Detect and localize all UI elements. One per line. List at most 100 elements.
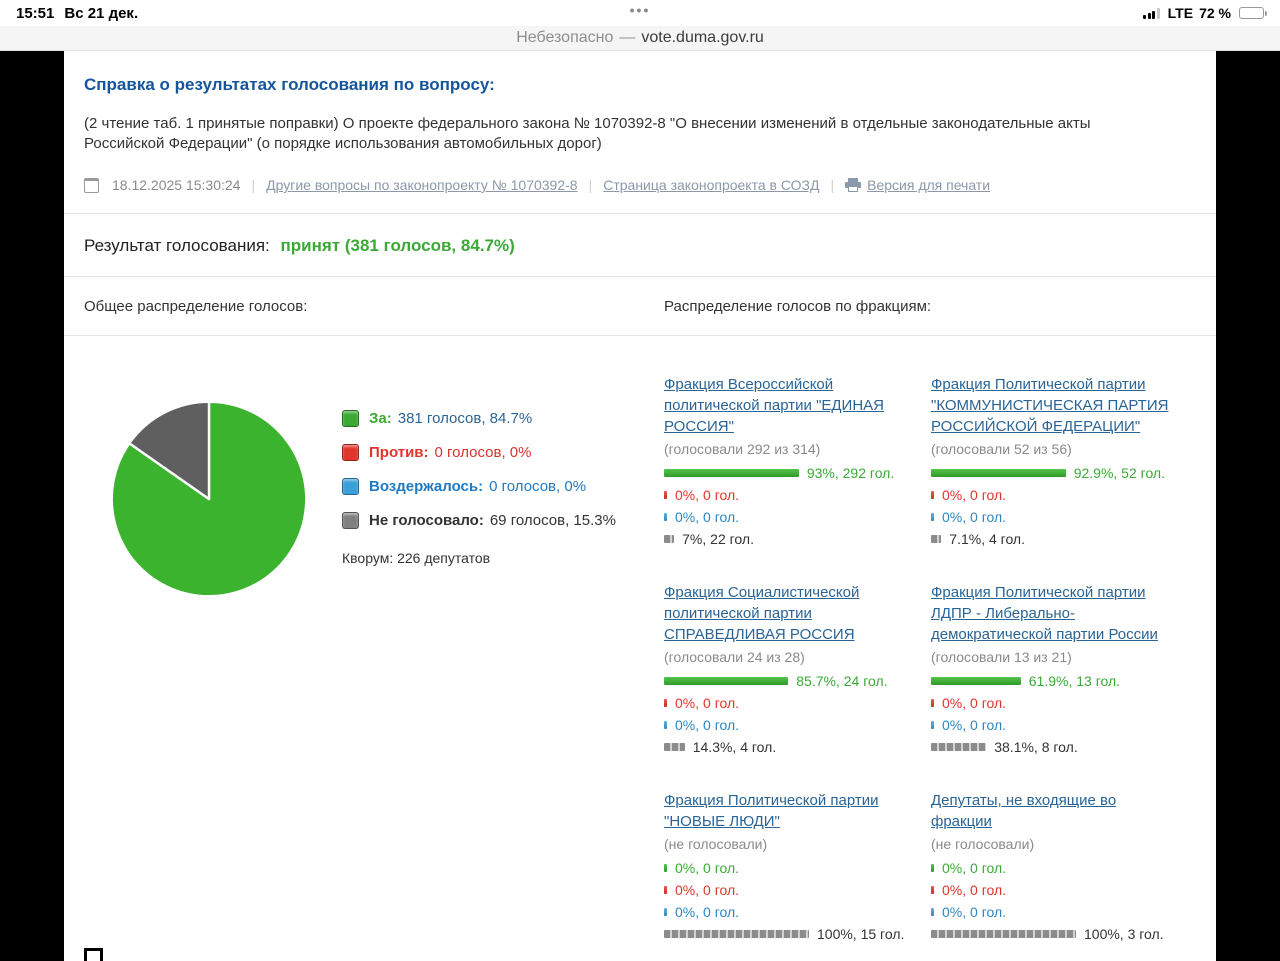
- legend-value: 381 голосов, 84.7%: [397, 410, 533, 427]
- fraction-block: Фракция Всероссийской политической парти…: [664, 374, 914, 556]
- vote-bar-label: 0%, 0 гол.: [942, 486, 1007, 503]
- page-content: Справка о результатах голосования по воп…: [64, 51, 1216, 961]
- quorum-text: Кворум: 226 депутатов: [342, 550, 491, 566]
- legend-item: Не голосовало: 69 голосов, 15.3%: [342, 512, 616, 529]
- fraction-link[interactable]: Фракция Политической партии "НОВЫЕ ЛЮДИ": [664, 792, 879, 830]
- meta-row: 18.12.2025 15:30:24 | Другие вопросы по …: [84, 177, 1196, 193]
- other-questions-link[interactable]: Другие вопросы по законопроекту № 107039…: [266, 177, 578, 193]
- against-bar: [931, 698, 934, 707]
- vote-bar-row: 0%, 0 гол.: [664, 695, 914, 711]
- status-bar: 15:51 Вс 21 дек. ••• LTE 72 %: [0, 0, 1280, 26]
- pie-legend: За: 381 голосов, 84.7% Против: 0 голосов, 0…: [342, 410, 616, 951]
- vote-bar-row: 0%, 0 гол.: [931, 904, 1181, 920]
- vote-bar-label: 0%, 0 гол.: [675, 508, 740, 525]
- vote-bar-label: 100%, 15 гол.: [817, 925, 905, 942]
- vote-bar-row: 0%, 0 гол.: [664, 904, 914, 920]
- vote-bar-row: 0%, 0 гол.: [664, 717, 914, 733]
- vote-bar-row: 0%, 0 гол.: [664, 509, 914, 525]
- pie-chart: [102, 392, 316, 951]
- fraction-turnout: (голосовали 52 из 56): [931, 441, 1072, 457]
- fraction-turnout: (голосовали 24 из 28): [664, 649, 805, 665]
- site-domain: vote.duma.gov.ru: [641, 29, 764, 46]
- legend-swatch: [342, 410, 359, 427]
- vote-bar-label: 0%, 0 гол.: [942, 716, 1007, 733]
- vote-bar-row: 0%, 0 гол.: [931, 882, 1181, 898]
- abstain-bar: [931, 720, 934, 729]
- fractions-grid: Фракция Всероссийской политической парти…: [664, 374, 1196, 951]
- vote-bar-label: 92.9%, 52 гол.: [1073, 464, 1165, 481]
- vote-result: Результат голосования: принят (381 голос…: [84, 236, 1196, 256]
- legend-swatch: [342, 444, 359, 461]
- fraction-block: Фракция Социалистической политической па…: [664, 582, 914, 764]
- fraction-link[interactable]: Фракция Политической партии "КОММУНИСТИЧ…: [931, 376, 1169, 435]
- vote-bar-row: 100%, 3 гол.: [931, 926, 1181, 942]
- legend-item: За: 381 голосов, 84.7%: [342, 410, 616, 427]
- vote-bar-label: 14.3%, 4 гол.: [692, 738, 777, 755]
- abstain-bar: [664, 907, 667, 916]
- for-bar: [664, 863, 667, 872]
- multitask-handle[interactable]: •••: [629, 2, 651, 18]
- result-label: Результат голосования:: [84, 236, 270, 255]
- vote-bar-row: 0%, 0 гол.: [664, 487, 914, 503]
- vote-bar-label: 0%, 0 гол.: [675, 859, 740, 876]
- vote-datetime: 18.12.2025 15:30:24: [112, 177, 241, 193]
- for-bar: [664, 468, 799, 477]
- cutoff-element: [84, 948, 103, 961]
- against-bar: [664, 885, 667, 894]
- fraction-block: Фракция Политической партии "КОММУНИСТИЧ…: [931, 374, 1181, 556]
- pie-slice-novote: [128, 400, 211, 501]
- vote-bar-row: 0%, 0 гол.: [664, 860, 914, 876]
- battery-icon: [1239, 7, 1267, 19]
- clock: 15:51: [16, 4, 55, 22]
- browser-title-bar[interactable]: Небезопасно — vote.duma.gov.ru: [0, 26, 1280, 51]
- vote-bar-label: 0%, 0 гол.: [942, 694, 1007, 711]
- security-label: Небезопасно: [516, 29, 614, 46]
- against-bar: [931, 885, 934, 894]
- fraction-link[interactable]: Фракция Всероссийской политической парти…: [664, 376, 885, 435]
- legend-item: Против: 0 голосов, 0%: [342, 444, 616, 461]
- meta-separator: |: [588, 177, 593, 193]
- vote-bar-row: 0%, 0 гол.: [931, 487, 1181, 503]
- vote-bar-row: 0%, 0 гол.: [931, 717, 1181, 733]
- fraction-link[interactable]: Депутаты, не входящие во фракции: [931, 792, 1117, 830]
- vote-bar-row: 38.1%, 8 гол.: [931, 739, 1181, 755]
- divider: [64, 335, 1216, 336]
- vote-bar-row: 14.3%, 4 гол.: [664, 739, 914, 755]
- vote-bar-label: 38.1%, 8 гол.: [994, 738, 1078, 755]
- novote-bar: [931, 534, 942, 543]
- meta-separator: |: [251, 177, 256, 193]
- legend-swatch: [342, 478, 359, 495]
- network-type: LTE: [1167, 5, 1194, 21]
- vote-bar-label: 0%, 0 гол.: [942, 859, 1007, 876]
- vote-bar-row: 0%, 0 гол.: [931, 860, 1181, 876]
- fraction-link[interactable]: Фракция Социалистической политической па…: [664, 584, 860, 643]
- cellular-signal-icon: [1143, 7, 1160, 19]
- legend-label: За:: [369, 410, 392, 427]
- vote-bar-row: 0%, 0 гол.: [664, 882, 914, 898]
- battery-percent: 72 %: [1199, 5, 1231, 21]
- abstain-bar: [931, 907, 934, 916]
- vote-bar-label: 0%, 0 гол.: [675, 903, 740, 920]
- print-version-link[interactable]: Версия для печати: [867, 177, 991, 193]
- fractions-section: Фракция Всероссийской политической парти…: [664, 336, 1196, 951]
- vote-bar-row: 93%, 292 гол.: [664, 465, 914, 481]
- vote-bar-label: 85.7%, 24 гол.: [796, 672, 888, 689]
- question-text: (2 чтение таб. 1 принятые поправки) О пр…: [84, 115, 1091, 152]
- fraction-link[interactable]: Фракция Политической партии ЛДПР - Либер…: [931, 584, 1158, 643]
- calendar-icon: [84, 177, 99, 193]
- vote-bar-label: 7.1%, 4 гол.: [949, 530, 1025, 547]
- vote-bar-label: 100%, 3 гол.: [1084, 925, 1164, 942]
- printer-icon: [845, 178, 862, 192]
- novote-bar: [664, 534, 675, 543]
- vote-bar-label: 0%, 0 гол.: [675, 716, 740, 733]
- fraction-block: Депутаты, не входящие во фракции (не голо…: [931, 790, 1181, 951]
- vote-bar-label: 0%, 0 гол.: [675, 694, 740, 711]
- fraction-turnout: (голосовали 292 из 314): [664, 441, 821, 457]
- vote-bar-label: 93%, 292 гол.: [806, 464, 895, 481]
- abstain-bar: [664, 512, 667, 521]
- result-value: принят (381 голосов, 84.7%): [280, 236, 515, 255]
- page-title: Справка о результатах голосования по воп…: [84, 75, 495, 94]
- vote-bar-label: 0%, 0 гол.: [942, 508, 1007, 525]
- sozd-page-link[interactable]: Страница законопроекта в СОЗД: [603, 177, 820, 193]
- fractions-heading: Распределение голосов по фракциям:: [664, 298, 932, 315]
